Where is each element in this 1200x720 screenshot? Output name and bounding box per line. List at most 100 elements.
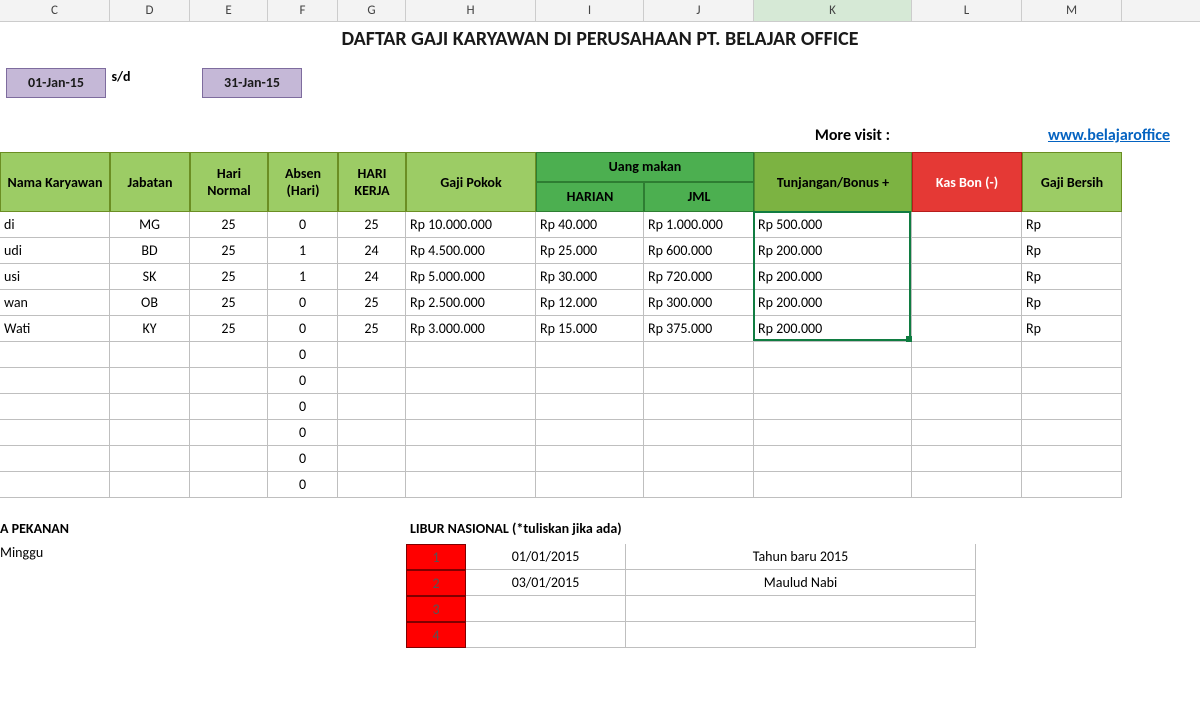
cell-nama[interactable]	[0, 446, 110, 472]
cell-nama[interactable]	[0, 342, 110, 368]
cell-bersih[interactable]	[1022, 446, 1122, 472]
cell-absen[interactable]: 0	[268, 342, 338, 368]
date-to-cell[interactable]: 31-Jan-15	[202, 68, 302, 98]
cell-gaji-pokok[interactable]: Rp 10.000.000	[406, 212, 536, 238]
cell-harian[interactable]	[536, 342, 644, 368]
cell-jml[interactable]: Rp 1.000.000	[644, 212, 754, 238]
cell-bonus[interactable]: Rp 200.000	[754, 316, 912, 342]
libur-row[interactable]: 101/01/2015Tahun baru 2015	[406, 544, 1200, 570]
cell-absen[interactable]: 0	[268, 472, 338, 498]
cell-bonus[interactable]	[754, 420, 912, 446]
cell-jml[interactable]	[644, 342, 754, 368]
cell-gaji-pokok[interactable]: Rp 4.500.000	[406, 238, 536, 264]
cell-bersih[interactable]: Rp	[1022, 238, 1122, 264]
cell-gaji-pokok[interactable]: Rp 2.500.000	[406, 290, 536, 316]
cell-absen[interactable]: 0	[268, 394, 338, 420]
libur-date[interactable]	[466, 622, 626, 648]
cell-bonus[interactable]	[754, 368, 912, 394]
libur-date[interactable]	[466, 596, 626, 622]
cell-hari-kerja[interactable]	[338, 394, 406, 420]
cell-bersih[interactable]	[1022, 420, 1122, 446]
cell-jml[interactable]	[644, 368, 754, 394]
table-row[interactable]: udiBD25124Rp 4.500.000Rp 25.000Rp 600.00…	[0, 238, 1200, 264]
cell-absen[interactable]: 0	[268, 290, 338, 316]
cell-absen[interactable]: 0	[268, 316, 338, 342]
table-row[interactable]: usiSK25124Rp 5.000.000Rp 30.000Rp 720.00…	[0, 264, 1200, 290]
libur-num[interactable]: 1	[406, 544, 466, 570]
cell-nama[interactable]: wan	[0, 290, 110, 316]
libur-row[interactable]: 203/01/2015Maulud Nabi	[406, 570, 1200, 596]
cell-harian[interactable]	[536, 446, 644, 472]
cell-jml[interactable]	[644, 394, 754, 420]
cell-kasbon[interactable]	[912, 342, 1022, 368]
cell-hari-kerja[interactable]	[338, 342, 406, 368]
cell-jml[interactable]: Rp 300.000	[644, 290, 754, 316]
cell-hari-kerja[interactable]: 25	[338, 212, 406, 238]
cell-hari-normal[interactable]: 25	[190, 316, 268, 342]
cell-harian[interactable]	[536, 368, 644, 394]
cell-gaji-pokok[interactable]	[406, 446, 536, 472]
table-row-empty[interactable]: 0	[0, 446, 1200, 472]
libur-num[interactable]: 3	[406, 596, 466, 622]
cell-nama[interactable]: Wati	[0, 316, 110, 342]
cell-harian[interactable]: Rp 25.000	[536, 238, 644, 264]
cell-jabatan[interactable]: SK	[110, 264, 190, 290]
cell-bonus[interactable]: Rp 200.000	[754, 238, 912, 264]
cell-jabatan[interactable]	[110, 368, 190, 394]
cell-gaji-pokok[interactable]	[406, 394, 536, 420]
column-header-L[interactable]: L	[912, 0, 1022, 21]
cell-kasbon[interactable]	[912, 420, 1022, 446]
cell-absen[interactable]: 0	[268, 446, 338, 472]
cell-harian[interactable]: Rp 40.000	[536, 212, 644, 238]
table-row-empty[interactable]: 0	[0, 368, 1200, 394]
cell-bersih[interactable]: Rp	[1022, 316, 1122, 342]
cell-jabatan[interactable]: OB	[110, 290, 190, 316]
cell-harian[interactable]	[536, 420, 644, 446]
cell-nama[interactable]: usi	[0, 264, 110, 290]
cell-absen[interactable]: 0	[268, 420, 338, 446]
cell-jml[interactable]: Rp 375.000	[644, 316, 754, 342]
more-visit-link[interactable]: www.belajaroffice	[1048, 126, 1170, 145]
cell-hari-normal[interactable]: 25	[190, 238, 268, 264]
cell-bersih[interactable]: Rp	[1022, 264, 1122, 290]
cell-bonus[interactable]	[754, 394, 912, 420]
cell-harian[interactable]	[536, 394, 644, 420]
cell-hari-kerja[interactable]	[338, 420, 406, 446]
cell-kasbon[interactable]	[912, 264, 1022, 290]
cell-hari-normal[interactable]	[190, 446, 268, 472]
cell-gaji-pokok[interactable]	[406, 472, 536, 498]
cell-hari-kerja[interactable]	[338, 446, 406, 472]
column-header-G[interactable]: G	[338, 0, 406, 21]
cell-jabatan[interactable]	[110, 446, 190, 472]
libur-row[interactable]: 4	[406, 622, 1200, 648]
column-header-I[interactable]: I	[536, 0, 644, 21]
cell-jml[interactable]	[644, 420, 754, 446]
cell-gaji-pokok[interactable]: Rp 3.000.000	[406, 316, 536, 342]
cell-jabatan[interactable]: KY	[110, 316, 190, 342]
column-header-F[interactable]: F	[268, 0, 338, 21]
cell-kasbon[interactable]	[912, 472, 1022, 498]
cell-hari-kerja[interactable]: 24	[338, 264, 406, 290]
cell-jml[interactable]: Rp 600.000	[644, 238, 754, 264]
column-header-C[interactable]: C	[0, 0, 110, 21]
libur-desc[interactable]	[626, 622, 976, 648]
libur-desc[interactable]	[626, 596, 976, 622]
cell-kasbon[interactable]	[912, 238, 1022, 264]
cell-bersih[interactable]	[1022, 472, 1122, 498]
cell-hari-kerja[interactable]	[338, 368, 406, 394]
cell-bonus[interactable]	[754, 342, 912, 368]
cell-nama[interactable]: di	[0, 212, 110, 238]
cell-hari-normal[interactable]	[190, 472, 268, 498]
cell-bersih[interactable]: Rp	[1022, 290, 1122, 316]
cell-harian[interactable]	[536, 472, 644, 498]
cell-hari-normal[interactable]: 25	[190, 290, 268, 316]
column-header-M[interactable]: M	[1022, 0, 1122, 21]
cell-jabatan[interactable]	[110, 472, 190, 498]
cell-hari-normal[interactable]	[190, 420, 268, 446]
cell-jml[interactable]	[644, 472, 754, 498]
column-header-J[interactable]: J	[644, 0, 754, 21]
table-row-empty[interactable]: 0	[0, 472, 1200, 498]
cell-gaji-pokok[interactable]	[406, 368, 536, 394]
table-row[interactable]: wanOB25025Rp 2.500.000Rp 12.000Rp 300.00…	[0, 290, 1200, 316]
cell-absen[interactable]: 0	[268, 212, 338, 238]
